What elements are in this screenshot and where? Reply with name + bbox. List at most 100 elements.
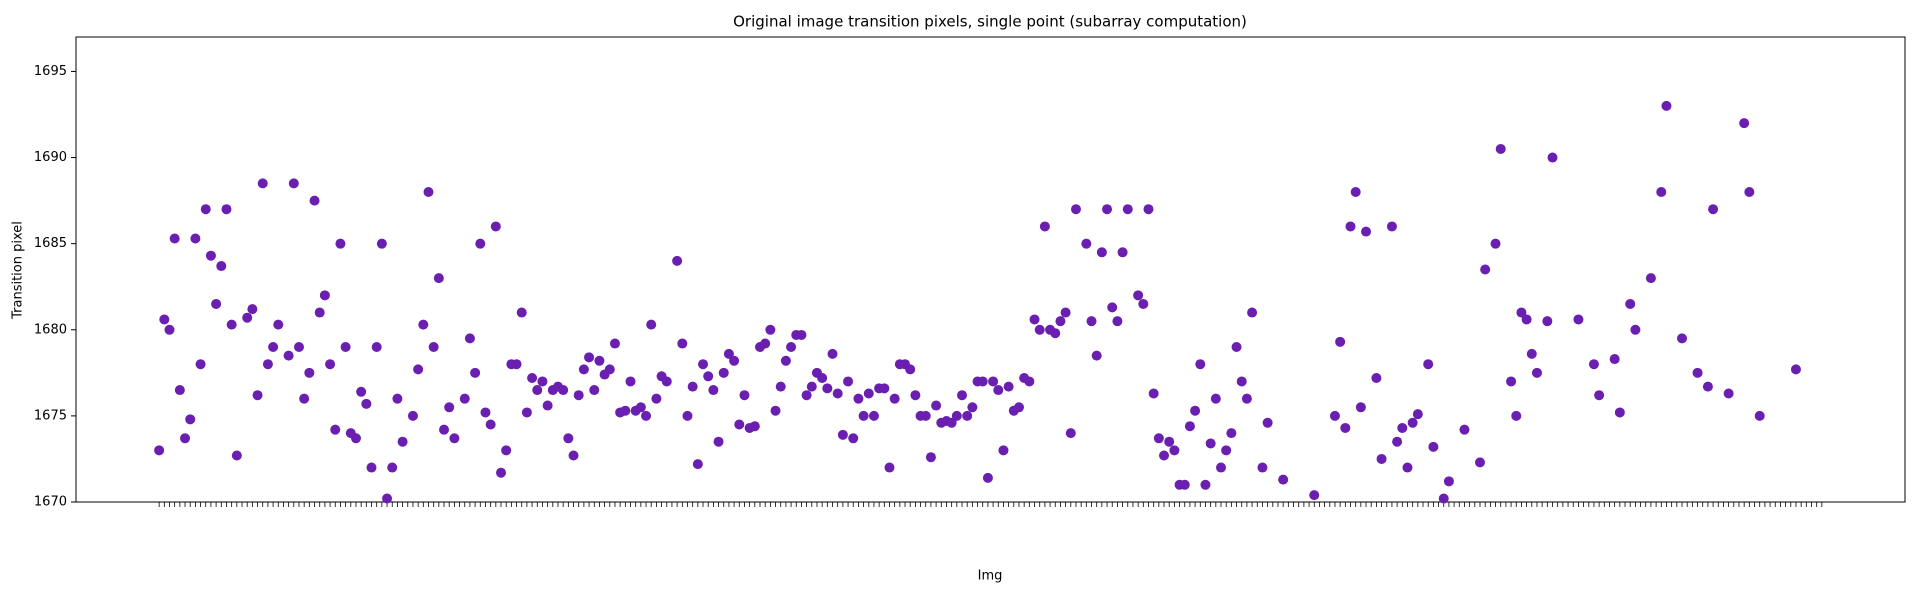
point (1506, 376, 1517, 387)
point (433, 273, 444, 284)
point (568, 450, 579, 461)
point (884, 462, 895, 473)
point (169, 233, 180, 244)
point (584, 352, 595, 363)
point (1148, 388, 1159, 399)
y-tick-label: 1670 (34, 495, 67, 510)
point (982, 472, 993, 483)
point (418, 319, 429, 330)
y-tick-label: 1685 (34, 236, 67, 251)
point (594, 355, 605, 366)
point (1024, 376, 1035, 387)
point (459, 393, 470, 404)
point (1459, 424, 1470, 435)
point (1096, 247, 1107, 258)
point (1345, 221, 1356, 232)
point (382, 493, 393, 504)
point (1547, 152, 1558, 163)
x-axis-label: Img (978, 569, 1003, 584)
point (464, 333, 475, 344)
point (1474, 457, 1485, 468)
point (1091, 350, 1102, 361)
point (868, 410, 879, 421)
point (578, 364, 589, 375)
point (1656, 187, 1667, 197)
point (1107, 302, 1118, 313)
point (1179, 479, 1190, 490)
point (1495, 143, 1506, 154)
point (770, 405, 781, 416)
point (951, 410, 962, 421)
point (293, 342, 304, 352)
point (283, 350, 294, 361)
point (392, 393, 403, 404)
point (806, 381, 817, 392)
point (423, 187, 434, 197)
point (563, 433, 574, 444)
point (361, 398, 372, 409)
point (1614, 407, 1625, 418)
point (1159, 450, 1170, 461)
point (635, 402, 646, 413)
point (1081, 238, 1092, 249)
point (1573, 314, 1584, 325)
point (1226, 428, 1237, 439)
point (257, 178, 268, 189)
point (604, 364, 615, 375)
point (1055, 316, 1066, 327)
point (1645, 273, 1656, 284)
point (609, 338, 620, 349)
point (692, 459, 703, 470)
y-axis-label: Transition pixel (11, 221, 26, 320)
y-tick-label: 1680 (34, 322, 67, 337)
point (304, 367, 315, 378)
point (920, 410, 931, 421)
point (542, 400, 553, 411)
point (366, 462, 377, 473)
point (1542, 316, 1553, 327)
point (905, 364, 916, 375)
point (1490, 238, 1501, 249)
point (967, 402, 978, 413)
point (1355, 402, 1366, 413)
point (309, 195, 320, 206)
y-tick-label: 1675 (34, 408, 67, 423)
point (993, 385, 1004, 396)
point (1039, 221, 1050, 232)
point (734, 419, 745, 430)
point (1034, 324, 1045, 335)
point (485, 419, 496, 430)
point (925, 452, 936, 463)
point (511, 359, 522, 370)
point (817, 373, 828, 383)
point (641, 410, 652, 421)
point (288, 178, 299, 189)
point (1231, 342, 1242, 352)
point (1397, 422, 1408, 433)
point (1521, 314, 1532, 325)
point (1625, 298, 1636, 309)
point (832, 388, 843, 399)
point (573, 390, 584, 401)
point (879, 383, 890, 394)
point (1376, 453, 1387, 464)
point (1609, 354, 1620, 365)
point (589, 385, 600, 396)
point (1257, 462, 1268, 473)
point (273, 319, 284, 330)
point (1677, 333, 1688, 344)
point (853, 393, 864, 404)
point (1480, 264, 1491, 275)
point (527, 373, 538, 383)
point (687, 381, 698, 392)
point (625, 376, 636, 387)
point (537, 376, 548, 387)
point (1309, 490, 1320, 501)
point (299, 393, 310, 404)
point (946, 417, 957, 428)
point (1210, 393, 1221, 404)
point (1050, 328, 1061, 339)
point (1428, 441, 1439, 452)
point (1661, 100, 1672, 111)
point (195, 359, 206, 370)
